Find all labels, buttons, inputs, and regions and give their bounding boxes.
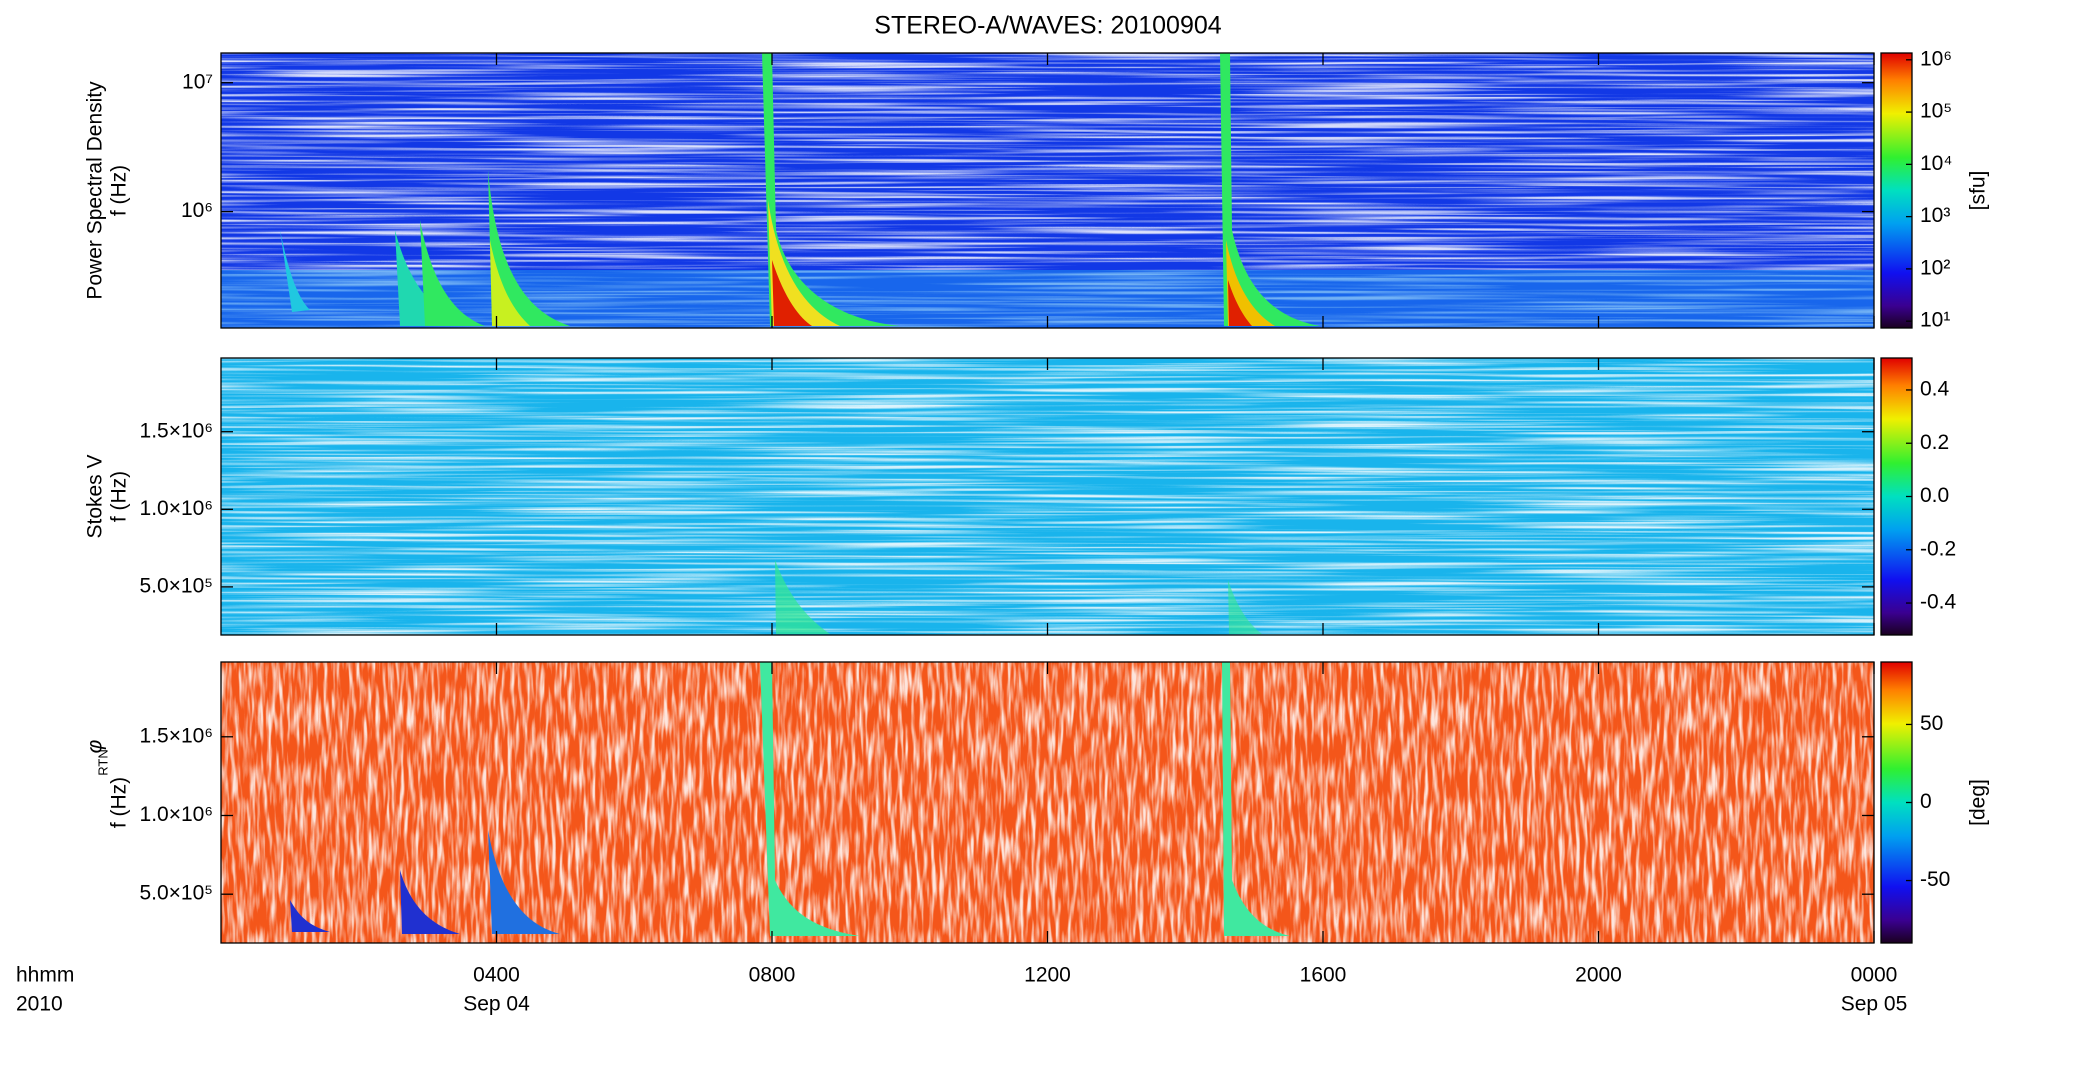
colorbar bbox=[1880, 357, 1913, 636]
colorbar-tick-label: -50 bbox=[1920, 868, 1950, 891]
colorbar-label: [sfu] bbox=[1967, 171, 1990, 211]
colorbar-tick-label: 10³ bbox=[1920, 204, 1950, 227]
colorbar-tick-label: 10² bbox=[1920, 256, 1950, 279]
x-date-label: Sep 04 bbox=[463, 993, 530, 1016]
y-axis-label: Power Spectral Density bbox=[84, 81, 107, 300]
x-tick-label: 0800 bbox=[749, 964, 796, 987]
y-tick-label: 10⁶ bbox=[181, 199, 213, 222]
x-tick-label: 2000 bbox=[1575, 964, 1622, 987]
colorbar-tick-label: 50 bbox=[1920, 712, 1943, 735]
colorbar-label: [deg] bbox=[1967, 779, 1990, 826]
y-axis-label: φ bbox=[84, 739, 107, 753]
panel-texture bbox=[221, 662, 1874, 943]
x-tick-label: 0400 bbox=[473, 964, 520, 987]
x-date-label: Sep 05 bbox=[1841, 993, 1908, 1016]
y-axis-label: f (Hz) bbox=[108, 165, 131, 216]
x-axis-label: hhmm bbox=[16, 964, 74, 987]
y-tick-label: 10⁷ bbox=[182, 70, 213, 93]
panel-texture bbox=[221, 358, 1874, 635]
colorbar-tick-label: 10⁶ bbox=[1920, 47, 1952, 70]
y-axis-label: f (Hz) bbox=[108, 777, 131, 828]
y-tick-label: 1.5×10⁶ bbox=[140, 724, 213, 747]
colorbar bbox=[1880, 52, 1913, 329]
colorbar-tick-label: 0 bbox=[1920, 790, 1932, 813]
y-axis-label-subscript: RTN bbox=[95, 749, 110, 775]
burst-features bbox=[290, 662, 1290, 936]
y-tick-label: 1.0×10⁶ bbox=[140, 497, 213, 520]
colorbar-tick-label: 0.2 bbox=[1920, 431, 1949, 454]
y-axis-label: Stokes V bbox=[84, 454, 107, 538]
chart-title: STEREO-A/WAVES: 20100904 bbox=[874, 12, 1221, 40]
colorbar-tick-label: 0.0 bbox=[1920, 484, 1949, 507]
colorbar-tick-label: -0.4 bbox=[1920, 591, 1957, 614]
x-tick-label: 1200 bbox=[1024, 964, 1071, 987]
y-axis-label: f (Hz) bbox=[108, 471, 131, 522]
colorbar-tick-label: 10¹ bbox=[1920, 309, 1950, 332]
y-tick-label: 1.0×10⁶ bbox=[140, 803, 213, 826]
colorbar-tick-label: -0.2 bbox=[1920, 537, 1956, 560]
colorbar-tick-label: 10⁴ bbox=[1920, 152, 1952, 175]
x-tick-label: 1600 bbox=[1300, 964, 1347, 987]
y-tick-label: 1.5×10⁶ bbox=[140, 419, 213, 442]
spectrogram-image bbox=[221, 662, 1874, 943]
x-axis-label: 2010 bbox=[16, 993, 63, 1016]
colorbar-tick-label: 10⁵ bbox=[1920, 100, 1952, 123]
y-tick-label: 5.0×10⁵ bbox=[139, 574, 213, 597]
y-tick-label: 5.0×10⁵ bbox=[139, 882, 213, 905]
burst-features bbox=[775, 560, 1262, 634]
spectrogram-image bbox=[221, 358, 1874, 635]
colorbar-tick-label: 0.4 bbox=[1920, 378, 1950, 401]
x-tick-label: 0000 bbox=[1851, 964, 1898, 987]
